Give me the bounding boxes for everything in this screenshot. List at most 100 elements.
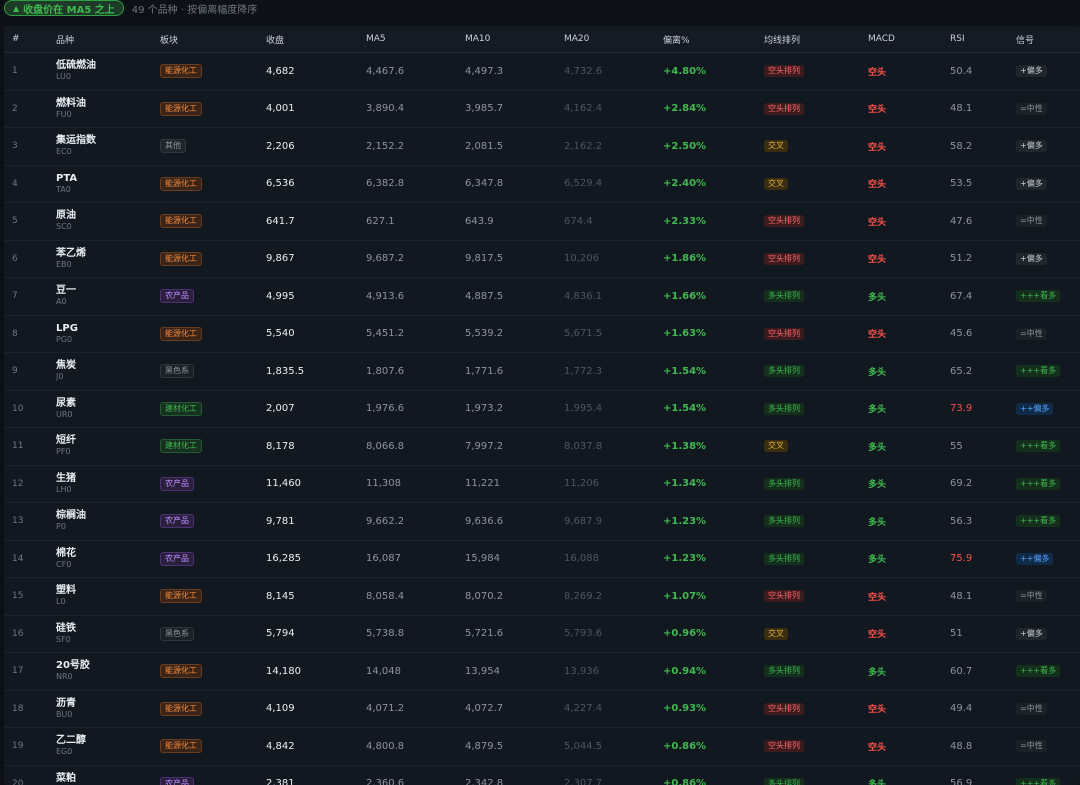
instrument-cell: 菜粕RM0 (56, 765, 160, 785)
signal-badge[interactable]: =中性 (1016, 740, 1047, 753)
instrument-name[interactable]: 集运指数 (56, 135, 96, 147)
instrument-name[interactable]: 原油 (56, 210, 76, 222)
instrument-name[interactable]: 燃料油 (56, 97, 86, 109)
row-index: 10 (4, 390, 56, 428)
signal-badge[interactable]: =中性 (1016, 102, 1047, 115)
signal-badge[interactable]: +++看多 (1016, 290, 1061, 303)
sector-cell: 黑色系 (160, 615, 266, 653)
table-row[interactable]: 14 棉花 CF0 农产品 16,285 16,087 15,984 16,088 +1.23%… (4, 540, 1080, 578)
instrument-name[interactable]: 尿素 (56, 397, 76, 409)
table-row[interactable]: 13 棕榈油 P0 农产品 9,781 9,662.2 9,636.6 9,687.9 +1.2… (4, 502, 1080, 541)
table-row[interactable]: 18 沥青 BU0 能源化工 4,109 4,071.2 4,072.7 4,227.4 +0.… (4, 690, 1080, 728)
table-row[interactable]: 11 短纤 PF0 建材化工 8,178 8,066.8 7,997.2 8,037.8 +1.… (4, 427, 1080, 466)
table-row[interactable]: 12 生猪 LH0 农产品 11,460 11,308 11,221 11,206 +1.34%… (4, 465, 1080, 503)
table-row[interactable]: 5 原油 SC0 能源化工 641.7 627.1 643.9 674.4 +2.33% 空头排列… (4, 202, 1080, 241)
table-row[interactable]: 9 焦炭 J0 黑色系 1,835.5 1,807.6 1,771.6 1,772.3 +1.5… (4, 352, 1080, 391)
signal-cell: +++看多 (1016, 352, 1080, 391)
table-row[interactable]: 8 LPG PG0 能源化工 5,540 5,451.2 5,539.2 5,671.5 +1.… (4, 315, 1080, 353)
instrument-name[interactable]: 豆一 (56, 285, 76, 297)
col-header-ma5[interactable]: MA5 (366, 26, 465, 53)
signal-badge[interactable]: +偏多 (1016, 177, 1047, 190)
table-row[interactable]: 7 豆一 A0 农产品 4,995 4,913.6 4,887.5 4,836.1 +1.66%… (4, 277, 1080, 316)
sector-badge: 农产品 (160, 514, 194, 529)
instrument-name[interactable]: 低硫燃油 (56, 60, 96, 72)
signal-badge[interactable]: ++偏多 (1016, 552, 1054, 565)
sector-badge: 能源化工 (160, 251, 202, 266)
instrument-cell: 塑料 L0 (56, 577, 160, 616)
signal-badge[interactable]: +偏多 (1016, 627, 1047, 640)
col-header-deviation[interactable]: 偏离% (663, 26, 764, 53)
instrument-name[interactable]: 塑料 (56, 585, 76, 597)
sector-badge: 能源化工 (160, 589, 202, 604)
signal-badge[interactable]: =中性 (1016, 215, 1047, 228)
row-index: 17 (4, 652, 56, 691)
table-row[interactable]: 20菜粕RM0农产品 2,3812,360.62,342.82,307.7+0.8… (4, 765, 1080, 785)
signal-badge[interactable]: +++看多 (1016, 477, 1061, 490)
ma20-value: 1,772.3 (564, 352, 663, 391)
col-header-index[interactable]: # (4, 26, 56, 53)
signal-badge[interactable]: ++偏多 (1016, 402, 1054, 415)
instrument-name[interactable]: 20号胶 (56, 660, 90, 672)
table-row[interactable]: 10 尿素 UR0 建材化工 2,007 1,976.6 1,973.2 1,995.4 +1.… (4, 390, 1080, 428)
instrument-name[interactable]: 生猪 (56, 472, 76, 484)
signal-badge[interactable]: +偏多 (1016, 65, 1047, 78)
signal-badge[interactable]: +++看多 (1016, 665, 1061, 678)
ma5-value: 5,451.2 (366, 315, 465, 353)
instrument-name[interactable]: 棕榈油 (56, 510, 86, 522)
col-header-ma10[interactable]: MA10 (465, 26, 564, 53)
signal-badge[interactable]: +++看多 (1016, 777, 1061, 785)
ma-alignment-badge: 交叉 (764, 140, 788, 153)
instrument-name[interactable]: LPG (56, 322, 78, 334)
alignment-cell: 交叉 (764, 427, 868, 466)
ma-alignment-badge: 空头排列 (764, 215, 804, 228)
col-header-rsi[interactable]: RSI (950, 26, 1016, 53)
rsi-value: 56.9 (950, 765, 1016, 785)
ma5-value: 8,066.8 (366, 427, 465, 466)
table-row[interactable]: 2 燃料油 FU0 能源化工 4,001 3,890.4 3,985.7 4,162.4 +2.… (4, 90, 1080, 128)
instrument-name[interactable]: 苯乙烯 (56, 247, 86, 259)
table-row[interactable]: 3 集运指数 EC0 其他 2,206 2,152.2 2,081.5 2,162.2 +2.5… (4, 127, 1080, 166)
col-header-ma20[interactable]: MA20 (564, 26, 663, 53)
table-row[interactable]: 6 苯乙烯 EB0 能源化工 9,867 9,687.2 9,817.5 10,206 +1.8… (4, 240, 1080, 278)
table-row[interactable]: 1 低硫燃油 LU0 能源化工 4,682 4,467.6 4,497.3 4,732.6 +4… (4, 52, 1080, 91)
instrument-name[interactable]: 焦炭 (56, 360, 76, 372)
ma-alignment-badge: 交叉 (764, 440, 788, 453)
col-header-name[interactable]: 品种 (56, 26, 160, 53)
close-price: 5,794 (266, 615, 366, 653)
filter-chip-above-ma5[interactable]: ▲ 收盘价在 MA5 之上 (4, 0, 124, 16)
table-row[interactable]: 15 塑料 L0 能源化工 8,145 8,058.4 8,070.2 8,269.2 +1.0… (4, 577, 1080, 616)
rsi-value: 45.6 (950, 315, 1016, 353)
table-row[interactable]: 16 硅铁 SF0 黑色系 5,794 5,738.8 5,721.6 5,793.6 +0.9… (4, 615, 1080, 653)
instrument-code: EB0 (56, 259, 72, 269)
signal-badge[interactable]: =中性 (1016, 327, 1047, 340)
ma5-value: 2,152.2 (366, 127, 465, 166)
signal-badge[interactable]: +++看多 (1016, 365, 1061, 378)
instrument-name[interactable]: 硅铁 (56, 622, 76, 634)
signal-badge[interactable]: +偏多 (1016, 252, 1047, 265)
col-header-close[interactable]: 收盘 (266, 26, 366, 53)
instrument-name[interactable]: PTA (56, 172, 78, 184)
instrument-name[interactable]: 沥青 (56, 697, 76, 709)
col-header-sector[interactable]: 板块 (160, 26, 266, 53)
instrument-name[interactable]: 菜粕 (56, 772, 76, 784)
instrument-code: J0 (56, 372, 64, 382)
table-row[interactable]: 17 20号胶 NR0 能源化工 14,180 14,048 13,954 13,936 +0.… (4, 652, 1080, 691)
deviation-percent: +1.86% (663, 240, 764, 278)
signal-badge[interactable]: =中性 (1016, 702, 1047, 715)
col-header-macd[interactable]: MACD (868, 26, 950, 53)
signal-badge[interactable]: +++看多 (1016, 515, 1061, 528)
signal-badge[interactable]: +偏多 (1016, 140, 1047, 153)
instrument-name[interactable]: 短纤 (56, 435, 76, 447)
signal-badge[interactable]: =中性 (1016, 590, 1047, 603)
instrument-name[interactable]: 乙二醇 (56, 735, 86, 747)
signal-badge[interactable]: +++看多 (1016, 440, 1061, 453)
col-header-ma-alignment[interactable]: 均线排列 (764, 26, 868, 53)
macd-status: 多头 (868, 502, 950, 541)
macd-status: 多头 (868, 465, 950, 503)
ma-alignment-badge: 多头排列 (764, 477, 804, 490)
instrument-name[interactable]: 棉花 (56, 547, 76, 559)
col-header-signal[interactable]: 信号 (1016, 26, 1080, 53)
deviation-percent: +0.96% (663, 615, 764, 653)
table-row[interactable]: 19 乙二醇 EG0 能源化工 4,842 4,800.8 4,879.5 5,044.5 +0… (4, 727, 1080, 766)
table-row[interactable]: 4 PTA TA0 能源化工 6,536 6,382.8 6,347.8 6,529.4 +2.… (4, 165, 1080, 203)
